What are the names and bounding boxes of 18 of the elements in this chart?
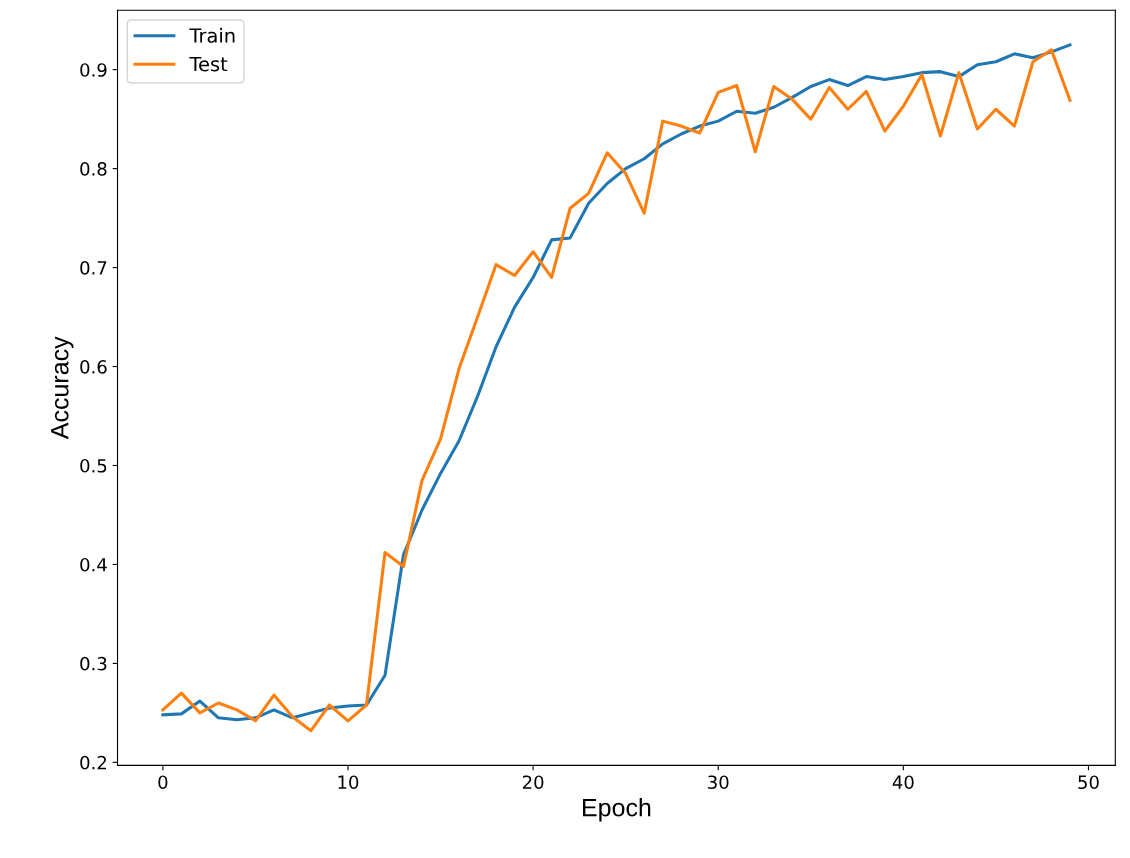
legend-label: Train (189, 27, 235, 43)
y-tick-label: 0.7 (80, 261, 107, 275)
x-tick-label: 30 (708, 775, 729, 790)
x-tick-label: 50 (1078, 775, 1099, 790)
x-tick-label: 10 (338, 775, 359, 790)
x-tick-label: 40 (892, 775, 914, 790)
y-tick-label: 0.8 (80, 162, 107, 176)
y-axis-title: Accuracy (51, 336, 74, 440)
y-tick-label: 0.2 (80, 755, 106, 770)
x-tick-label: 20 (522, 775, 544, 790)
x-tick-label: 0 (158, 775, 168, 790)
y-tick-label: 0.9 (80, 63, 107, 77)
y-tick-label: 0.4 (80, 557, 107, 572)
legend-label: Test (189, 56, 228, 72)
y-tick-label: 0.6 (80, 360, 107, 374)
x-axis-title: Epoch (583, 798, 651, 822)
y-tick-label: 0.5 (80, 458, 107, 473)
y-tick-label: 0.3 (80, 656, 107, 671)
